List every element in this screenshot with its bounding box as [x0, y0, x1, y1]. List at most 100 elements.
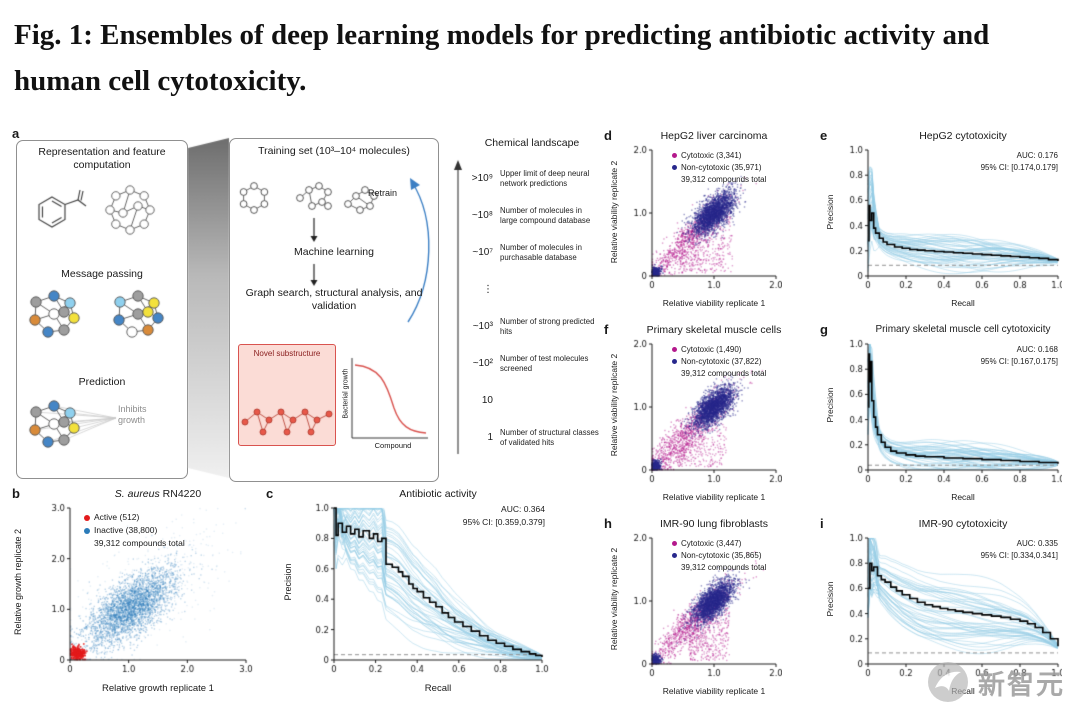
ci-value: 95% CI: [0.334,0.341]: [980, 551, 1058, 560]
legend-item: 39,312 compounds total: [672, 562, 766, 573]
panel-f-ylabel: Relative viability replicate 2: [609, 353, 619, 457]
chemical-landscape-row: ~10⁷ Number of molecules in purchasable d…: [464, 234, 600, 271]
panel-i-auc: AUC: 0.335 95% CI: [0.334,0.341]: [918, 538, 1058, 562]
hepg2-scatter-canvas: [622, 144, 782, 296]
legend-dot-icon: [672, 347, 677, 353]
legend-dot-icon: [84, 514, 90, 521]
legend-text: 39,312 compounds total: [681, 175, 767, 185]
panel-b-label: b: [12, 486, 20, 501]
panel-a-label: a: [12, 126, 20, 141]
chemical-landscape-row: ~10² Number of test molecules screened: [464, 345, 600, 382]
saureus-legend: Active (512) Inactive (38,800) 39,312 comp…: [84, 512, 185, 551]
auc-value: AUC: 0.335: [1016, 539, 1058, 548]
ci-value: 95% CI: [0.167,0.175]: [980, 357, 1058, 366]
panel-e-label: e: [820, 128, 828, 143]
panel-f-label: f: [604, 322, 609, 337]
panel-h-xlabel: Relative viability replicate 1: [662, 686, 766, 696]
retrain-label: Retrain: [368, 188, 398, 198]
landscape-value: 10: [481, 395, 493, 406]
legend-dot-icon: [672, 153, 677, 159]
panel-c-label: c: [266, 486, 274, 501]
panel-b-ylabel: Relative growth replicate 2: [13, 528, 23, 636]
machine-learning-label: Machine learning: [294, 246, 374, 258]
chemical-landscape-title: Chemical landscape: [484, 137, 580, 149]
panel-i-ylabel: Precision: [825, 581, 835, 617]
panel-g-ylabel: Precision: [825, 387, 835, 423]
landscape-value: ⋮: [483, 284, 493, 295]
panel-e-xlabel: Recall: [951, 298, 975, 308]
legend-dot-icon: [672, 165, 677, 171]
imr90-legend: Cytotoxic (3,447) Non-cytotoxic (35,865) 3…: [672, 538, 766, 575]
landscape-label: Number of molecules in large compound da…: [500, 206, 591, 225]
panel-c-xlabel: Recall: [424, 683, 452, 694]
panel-g-xlabel: Recall: [951, 492, 975, 502]
muscle-scatter-canvas: [622, 338, 782, 490]
graph-search-label: Graph search, structural analysis, and v…: [245, 287, 423, 313]
panel-e-ylabel: Precision: [825, 194, 835, 230]
muscle-pr-canvas: [838, 338, 1062, 490]
landscape-value: >10⁹: [471, 173, 493, 184]
panel-d-title: HepG2 liver carcinoma: [660, 130, 768, 142]
legend-text: Cytotoxic (3,447): [681, 539, 742, 548]
panel-g-auc: AUC: 0.168 95% CI: [0.167,0.175]: [918, 344, 1058, 368]
legend-item: Non-cytotoxic (35,865): [672, 550, 766, 561]
panel-f-title: Primary skeletal muscle cells: [646, 324, 782, 336]
landscape-label: Number of molecules in purchasable datab…: [500, 243, 582, 262]
landscape-label: Number of structural classes of validate…: [500, 428, 599, 447]
legend-text: Non-cytotoxic (35,971): [681, 163, 762, 173]
watermark: 新智元: [926, 660, 1065, 704]
panel-c-auc: AUC: 0.364 95% CI: [0.359,0.379]: [420, 503, 545, 529]
legend-text: Cytotoxic (1,490): [681, 345, 742, 354]
panel-h-label: h: [604, 516, 612, 531]
panel-g-label: g: [820, 322, 828, 337]
auc-value: AUC: 0.176: [1016, 151, 1058, 160]
chemical-landscape-row: 10: [464, 382, 600, 419]
panel-d-ylabel: Relative viability replicate 2: [609, 160, 619, 264]
legend-item: Non-cytotoxic (37,822): [672, 356, 766, 367]
panel-g-title: Primary skeletal muscle cell cytotoxicit…: [875, 324, 1051, 335]
landscape-value: ~10⁷: [472, 247, 493, 258]
landscape-value: 1: [487, 432, 493, 443]
panel-e-auc: AUC: 0.176 95% CI: [0.174,0.179]: [918, 150, 1058, 174]
landscape-label: Number of strong predicted hits: [500, 317, 595, 336]
novel-substructure-label: Novel substructure: [253, 349, 321, 358]
legend-dot-icon: [672, 541, 677, 547]
figure-title: Fig. 1: Ensembles of deep learning model…: [14, 19, 990, 98]
prediction-label: Prediction: [78, 376, 126, 388]
legend-item: Cytotoxic (1,490): [672, 344, 766, 355]
panel-b-title-species: S. aureus: [114, 488, 160, 500]
panel-b-xlabel: Relative growth replicate 1: [102, 683, 214, 694]
legend-dot-icon: [672, 553, 677, 559]
legend-text: Cytotoxic (3,341): [681, 151, 742, 160]
antibiotic-pr-canvas: [300, 500, 550, 680]
landscape-label: Upper limit of deep neural network predi…: [500, 169, 590, 188]
hepg2-legend: Cytotoxic (3,341) Non-cytotoxic (35,971) 3…: [672, 150, 766, 187]
chemical-landscape-row: ~10⁸ Number of molecules in large compoun…: [464, 197, 600, 234]
landscape-value: ~10³: [472, 321, 493, 332]
legend-text: Non-cytotoxic (35,865): [681, 551, 762, 561]
legend-dot-icon: [84, 527, 90, 534]
panel-d-xlabel: Relative viability replicate 1: [662, 298, 766, 308]
panel-b-title: S. aureus RN4220: [58, 488, 258, 500]
legend-text: 39,312 compounds total: [681, 369, 767, 379]
auc-value: AUC: 0.364: [501, 504, 545, 514]
bacterial-growth-axis-label: Bacterial growth: [342, 368, 350, 419]
legend-text: Active (512): [94, 512, 140, 522]
panel-a-diagram-canvas: [8, 118, 648, 490]
panel-i-title: IMR-90 cytotoxicity: [918, 518, 1008, 530]
imr90-pr-canvas: [838, 532, 1062, 684]
watermark-logo-icon: [928, 662, 968, 702]
message-passing-label: Message passing: [61, 268, 143, 280]
legend-item: Non-cytotoxic (35,971): [672, 162, 766, 173]
panel-f-xlabel: Relative viability replicate 1: [662, 492, 766, 502]
landscape-label: Number of test molecules screened: [500, 354, 589, 373]
chemical-landscape-rows: >10⁹ Upper limit of deep neural network p…: [464, 160, 600, 456]
ci-value: 95% CI: [0.359,0.379]: [462, 516, 545, 527]
legend-dot-icon: [672, 359, 677, 365]
legend-item: Active (512): [84, 512, 185, 524]
chemical-landscape-row: ⋮: [464, 271, 600, 308]
legend-item: 39,312 compounds total: [672, 174, 766, 185]
compound-axis-label: Compound: [374, 441, 412, 450]
legend-item: Inactive (38,800): [84, 525, 185, 537]
saureus-scatter-canvas: [36, 500, 256, 680]
